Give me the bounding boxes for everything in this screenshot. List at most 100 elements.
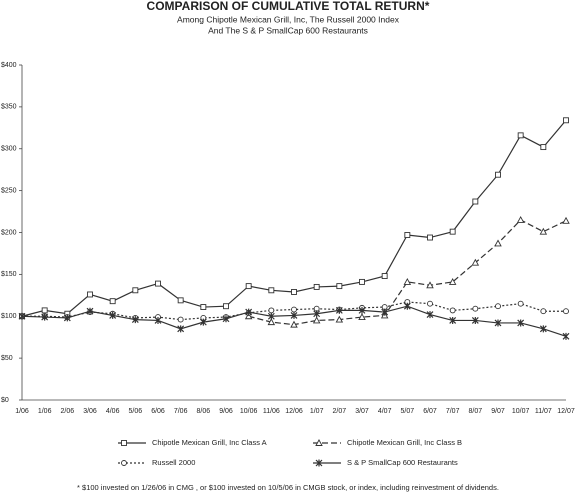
marker [200,304,207,310]
x-tick-label: 6/06 [151,408,165,415]
y-tick-label: $200 [1,229,17,236]
y-tick-label: $0 [1,397,9,404]
x-tick-label: 3/06 [83,408,97,415]
marker [335,315,344,323]
x-tick-label: 3/07 [355,408,369,415]
marker [177,297,184,304]
marker [131,316,139,324]
marker [358,313,366,321]
y-tick-label: $300 [1,146,17,153]
marker [313,283,320,290]
x-tick-label: 7/07 [446,408,460,415]
x-tick-label: 4/07 [378,408,392,415]
marker [109,298,116,305]
marker [448,277,457,285]
y-tick-label: $50 [1,355,13,362]
marker [86,307,94,315]
marker [336,283,343,290]
marker [290,311,298,319]
marker [155,280,161,287]
chart-title: COMPARISON OF CUMULATIVE TOTAL RETURN* [147,0,430,13]
marker [449,307,456,314]
marker [358,306,366,314]
marker [268,287,275,294]
marker [449,316,457,324]
marker [244,312,253,320]
chart-subtitle: And The S & P SmallCap 600 Restaurants [208,25,368,35]
x-tick-label: 11/07 [535,408,552,415]
series-line [21,119,567,317]
marker [41,307,48,314]
x-tick-label: 1/06 [38,408,52,415]
marker [517,300,524,307]
x-tick-label: 12/06 [285,408,303,415]
y-tick-label: $100 [1,313,17,320]
y-tick-label: $350 [1,104,17,111]
marker [472,198,479,205]
marker [563,308,569,315]
marker [426,311,434,319]
marker [291,289,297,295]
x-tick-label: 6/07 [423,408,437,415]
marker [403,302,411,310]
x-tick-label: 4/06 [106,408,120,415]
marker [539,227,548,235]
marker [18,312,26,320]
marker [427,300,433,307]
legend-label: Russell 2000 [152,458,195,467]
legend-label: Chipotle Mexican Grill, Inc Class B [347,438,462,447]
marker [517,132,524,139]
marker [381,308,389,316]
marker [222,315,230,323]
x-tick-label: 9/07 [491,408,505,415]
marker [87,291,93,298]
x-tick-label: 10/06 [240,408,258,415]
marker [335,306,343,314]
marker [494,319,502,327]
marker [495,303,501,310]
legend-marker [121,440,127,446]
x-tick-label: 9/06 [219,408,233,415]
marker [199,318,207,326]
marker [494,239,502,247]
x-tick-label: 1/06 [15,408,29,415]
marker [177,316,184,323]
marker [516,215,525,223]
marker [359,278,365,285]
x-tick-label: 7/06 [174,408,188,415]
x-tick-label: 2/07 [333,408,347,415]
marker [313,310,321,318]
marker [563,117,569,124]
legend-marker [315,439,323,446]
marker [177,325,185,333]
x-tick-label: 8/06 [197,408,211,415]
marker [41,313,49,321]
x-tick-label: 10/07 [512,408,530,415]
marker [495,171,501,178]
marker [290,320,298,328]
legend-marker [315,459,323,467]
legend-label: Chipotle Mexican Grill, Inc Class A [152,438,267,447]
marker [449,228,456,235]
marker [404,232,411,238]
y-tick-label: $150 [1,271,17,278]
marker [109,311,117,319]
marker [268,307,275,314]
marker [471,316,479,324]
marker [245,283,252,290]
marker [517,319,525,327]
x-tick-label: 8/07 [469,408,483,415]
x-tick-label: 2/06 [61,408,75,415]
marker [132,287,139,294]
x-tick-label: 5/06 [129,408,143,415]
marker [267,312,275,320]
marker [471,258,480,266]
marker [472,305,479,312]
marker [539,325,547,333]
x-tick-label: 1/07 [310,408,324,415]
marker [403,277,412,285]
marker [267,318,276,326]
x-tick-label: 5/07 [401,408,415,415]
marker [540,308,547,315]
